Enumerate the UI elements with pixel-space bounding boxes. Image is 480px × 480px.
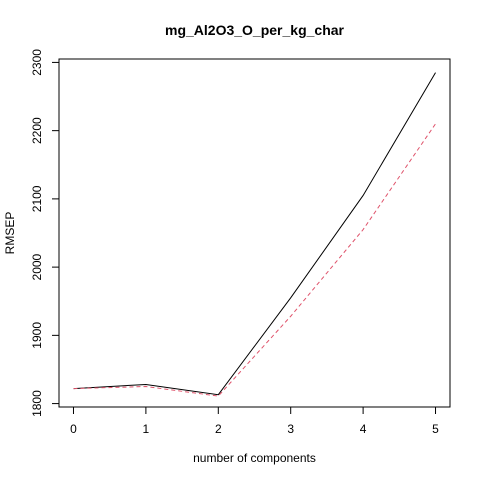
x-tick-label: 2 xyxy=(215,422,222,436)
y-axis-label: RMSEP xyxy=(3,212,17,255)
x-axis-label: number of components xyxy=(193,451,316,465)
series-line-solid xyxy=(73,72,436,396)
x-tick-label: 3 xyxy=(287,422,294,436)
x-tick-label: 4 xyxy=(360,422,367,436)
series-layer xyxy=(73,72,436,397)
x-axis: 0 1 2 3 4 5 xyxy=(70,406,439,436)
series-line-dashed xyxy=(73,123,436,397)
y-tick-label: 1800 xyxy=(30,390,44,417)
chart-title: mg_Al2O3_O_per_kg_char xyxy=(165,22,345,38)
y-tick-label: 2000 xyxy=(30,253,44,280)
y-tick-label: 2100 xyxy=(30,185,44,212)
x-tick-label: 0 xyxy=(70,422,77,436)
y-tick-label: 1900 xyxy=(30,322,44,349)
x-tick-label: 5 xyxy=(432,422,439,436)
x-tick-label: 1 xyxy=(143,422,150,436)
y-axis: 1800 1900 2000 2100 2200 2300 xyxy=(30,49,60,417)
y-tick-label: 2200 xyxy=(30,117,44,144)
y-tick-label: 2300 xyxy=(30,49,44,76)
plot-frame xyxy=(58,58,451,408)
